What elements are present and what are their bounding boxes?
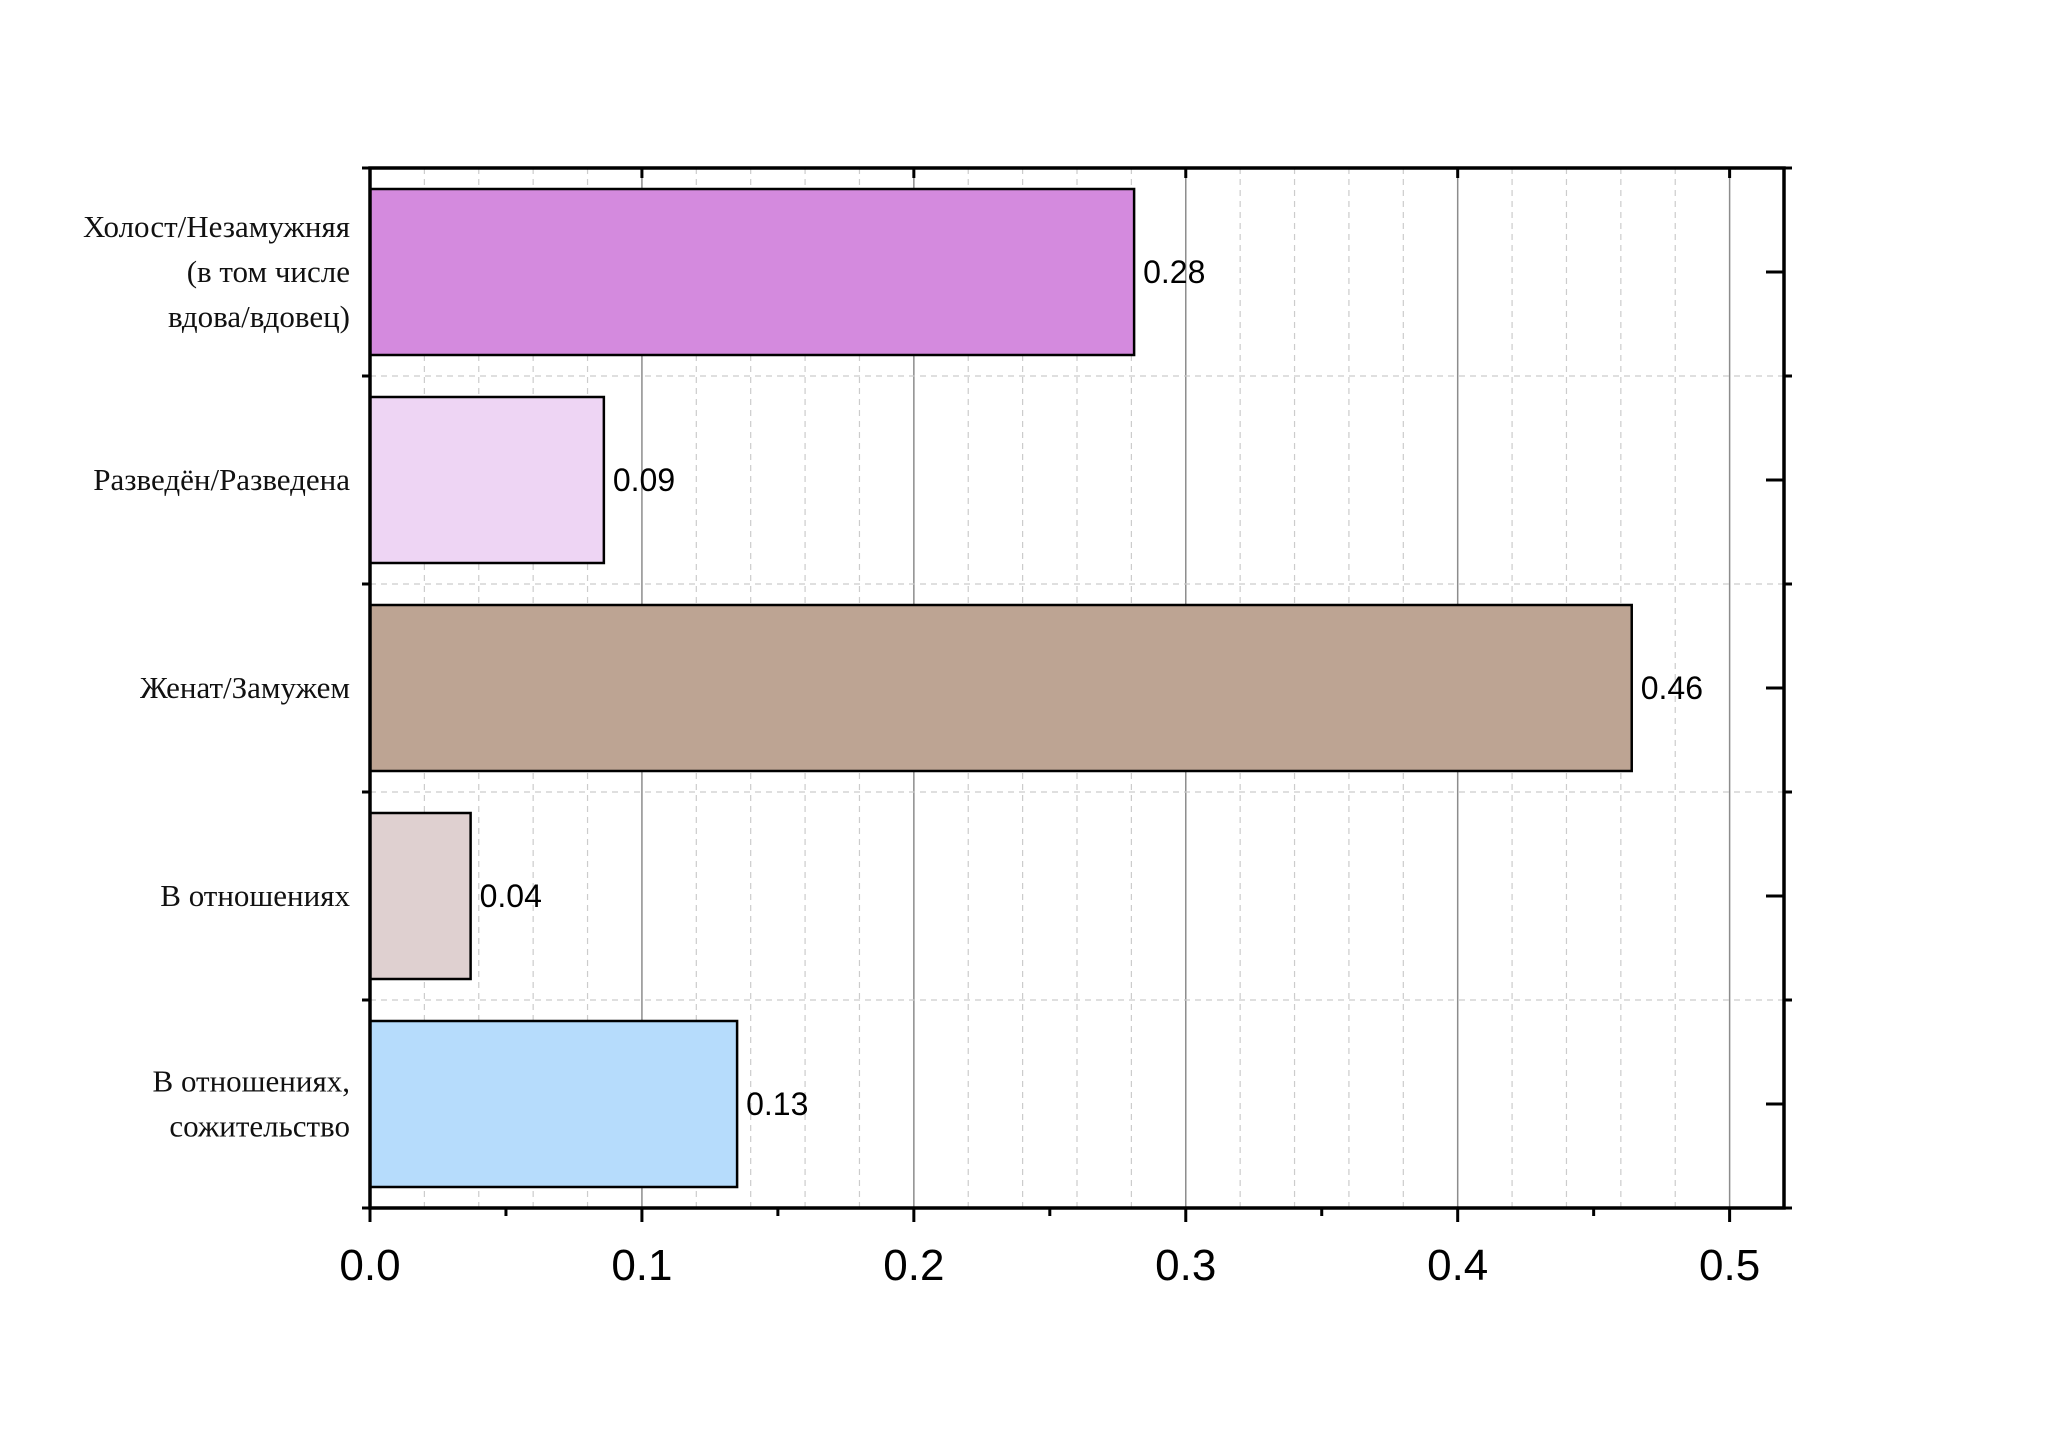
category-label: вдова/вдовец) bbox=[168, 299, 350, 334]
bar bbox=[368, 1019, 739, 1189]
labels: 0.28 0.09 0.46 0.04 0.13 0.0 0.1 0.2 0.3 0.4 0.5 Хо… bbox=[83, 209, 1760, 1290]
category-label: (в том числе bbox=[187, 254, 350, 289]
data-label: 0.28 bbox=[1143, 254, 1205, 290]
bars bbox=[368, 187, 1633, 1189]
bar bbox=[368, 395, 606, 565]
x-tick-label: 0.5 bbox=[1699, 1241, 1760, 1290]
category-label: В отношениях bbox=[160, 878, 350, 913]
x-tick-label: 0.4 bbox=[1427, 1241, 1488, 1290]
data-label: 0.13 bbox=[746, 1086, 808, 1122]
bar bbox=[368, 603, 1633, 773]
x-tick-label: 0.0 bbox=[339, 1241, 400, 1290]
category-label: В отношениях, bbox=[153, 1064, 350, 1099]
data-label: 0.46 bbox=[1641, 670, 1703, 706]
category-label: Женат/Замужем bbox=[140, 670, 350, 705]
category-label: сожительство bbox=[169, 1109, 350, 1144]
x-tick-label: 0.3 bbox=[1155, 1241, 1216, 1290]
bar bbox=[368, 187, 1136, 357]
bar bbox=[368, 811, 472, 981]
data-label: 0.09 bbox=[613, 462, 675, 498]
x-tick-label: 0.1 bbox=[611, 1241, 672, 1290]
x-tick-label: 0.2 bbox=[883, 1241, 944, 1290]
category-label: Холост/Незамужняя bbox=[83, 209, 350, 244]
data-label: 0.04 bbox=[480, 878, 542, 914]
category-label: Разведён/Разведена bbox=[93, 462, 350, 497]
plot-frame bbox=[362, 166, 1792, 1222]
